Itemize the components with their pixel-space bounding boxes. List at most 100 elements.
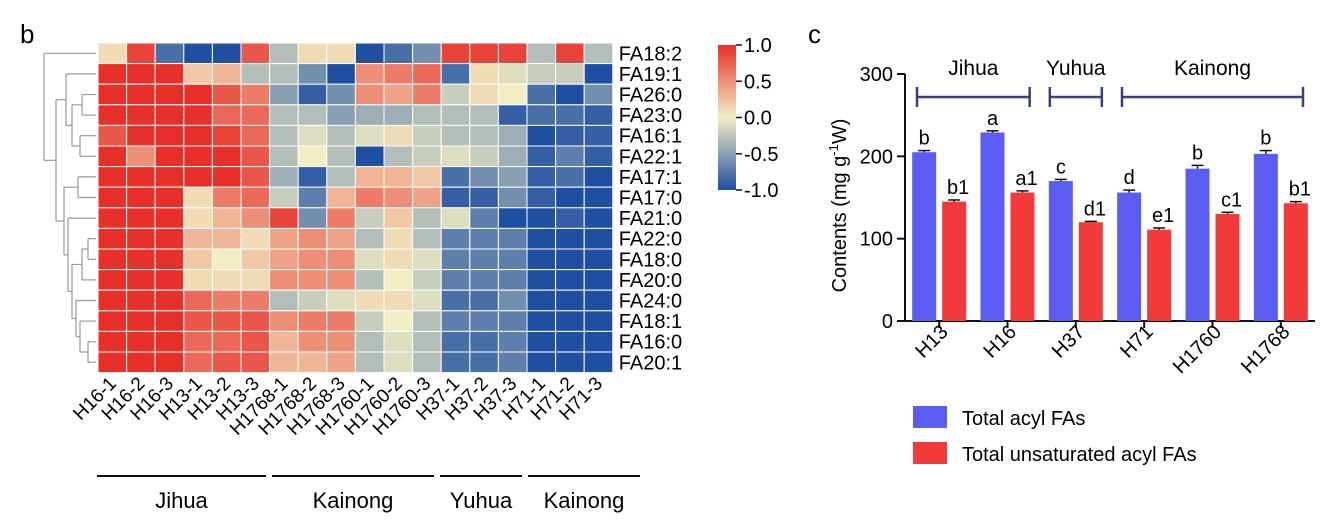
heatmap-cell: [297, 104, 328, 126]
y-tick-label: 300: [860, 64, 893, 86]
heatmap-cell: [469, 166, 499, 188]
heatmap-cell: [269, 104, 299, 126]
heatmap-cell: [440, 104, 471, 126]
panel-label-c: c: [808, 19, 821, 49]
group-label: Kainong: [313, 488, 394, 513]
significance-label: c1: [1221, 189, 1242, 211]
heatmap-cell: [211, 42, 242, 65]
heatmap-cell: [526, 145, 557, 168]
heatmap-cell: [183, 83, 213, 106]
heatmap-cell: [412, 63, 442, 85]
heatmap-group-labels: Jihua Kainong Yuhua Kainong: [97, 475, 640, 513]
heatmap-cell: [97, 207, 128, 229]
heatmap-cell: [97, 310, 128, 332]
bar-total: [1048, 181, 1073, 321]
heatmap-cell: [126, 83, 156, 106]
heatmap-cell: [469, 104, 499, 126]
bar-total: [1117, 192, 1142, 321]
heatmap-cell: [354, 248, 385, 271]
heatmap-cell: [183, 186, 213, 209]
heatmap-cell: [297, 42, 328, 65]
heatmap-cell: [183, 289, 213, 312]
significance-label: e1: [1152, 205, 1174, 227]
heatmap-cell: [154, 124, 185, 147]
heatmap-cell: [469, 227, 499, 250]
heatmap-cell: [440, 83, 471, 106]
colorbar-tick-label: 0.0: [744, 108, 772, 130]
heatmap-cell: [240, 289, 271, 312]
bracket-label: Kainong: [1174, 57, 1251, 80]
heatmap-cell: [383, 269, 414, 291]
heatmap-row-label: FA17:0: [619, 188, 682, 210]
heatmap-row-label: FA18:2: [619, 43, 682, 65]
heatmap-cell: [583, 330, 614, 353]
heatmap-cell: [383, 42, 414, 65]
heatmap-cell: [126, 186, 156, 209]
significance-label: a: [987, 108, 999, 130]
heatmap-cell: [526, 351, 557, 374]
heatmap-cell: [583, 351, 614, 374]
heatmap-cell: [469, 310, 499, 332]
heatmap-cell: [269, 289, 299, 312]
y-axis-label: Contents (mg g-1W): [826, 119, 851, 293]
heatmap-cell: [583, 227, 614, 250]
heatmap-cell: [412, 186, 442, 209]
heatmap: [97, 42, 614, 374]
heatmap-cell: [497, 186, 528, 209]
heatmap-cell: [269, 42, 299, 65]
significance-label: b1: [1289, 179, 1311, 201]
heatmap-cell: [497, 269, 528, 291]
heatmap-cell: [326, 166, 356, 188]
bar-total: [1185, 168, 1210, 321]
x-tick-label: H37: [1048, 321, 1090, 363]
heatmap-cell: [97, 166, 128, 188]
heatmap-cell: [526, 248, 557, 271]
heatmap-cell: [354, 351, 385, 374]
row-dendrogram: [43, 52, 96, 363]
bracket-label: Yuhua: [1046, 57, 1106, 80]
significance-label: d: [1124, 167, 1135, 189]
heatmap-cell: [240, 310, 271, 332]
heatmap-cell: [383, 63, 414, 85]
heatmap-cell: [497, 166, 528, 188]
heatmap-cell: [97, 330, 128, 353]
heatmap-cell: [383, 104, 414, 126]
heatmap-cell: [412, 269, 442, 291]
heatmap-cell: [440, 351, 471, 374]
legend-label: Total unsaturated acyl FAs: [962, 444, 1197, 466]
colorbar-tick-label: 0.5: [744, 71, 772, 93]
heatmap-cell: [412, 289, 442, 312]
heatmap-cell: [469, 42, 499, 65]
heatmap-cell: [126, 310, 156, 332]
heatmap-cell: [354, 330, 385, 353]
x-tick-label: H1768: [1237, 321, 1294, 378]
bar-unsaturated: [1283, 203, 1308, 321]
heatmap-cell: [126, 42, 156, 65]
heatmap-cell: [555, 83, 585, 106]
group-label: Kainong: [544, 488, 625, 513]
heatmap-cell: [154, 330, 185, 353]
heatmap-cell: [555, 248, 585, 271]
heatmap-cell: [126, 124, 156, 147]
heatmap-cell: [326, 207, 356, 229]
heatmap-cell: [97, 124, 128, 147]
heatmap-cell: [412, 145, 442, 168]
heatmap-cell: [354, 227, 385, 250]
heatmap-cell: [354, 63, 385, 85]
heatmap-cell: [297, 166, 328, 188]
heatmap-cell: [526, 310, 557, 332]
heatmap-cell: [126, 166, 156, 188]
heatmap-cell: [211, 83, 242, 106]
bar-chart: 0 100 200 300 Contents (mg g-1W) b a c d b b b1 a1 d1…: [826, 57, 1315, 466]
heatmap-cell: [412, 166, 442, 188]
heatmap-cell: [326, 330, 356, 353]
heatmap-cell: [383, 289, 414, 312]
heatmap-cell: [555, 310, 585, 332]
heatmap-cell: [126, 351, 156, 374]
heatmap-cell: [440, 227, 471, 250]
heatmap-cell: [383, 186, 414, 209]
heatmap-cell: [326, 186, 356, 209]
heatmap-cell: [412, 124, 442, 147]
heatmap-cell: [126, 227, 156, 250]
heatmap-cell: [183, 351, 213, 374]
